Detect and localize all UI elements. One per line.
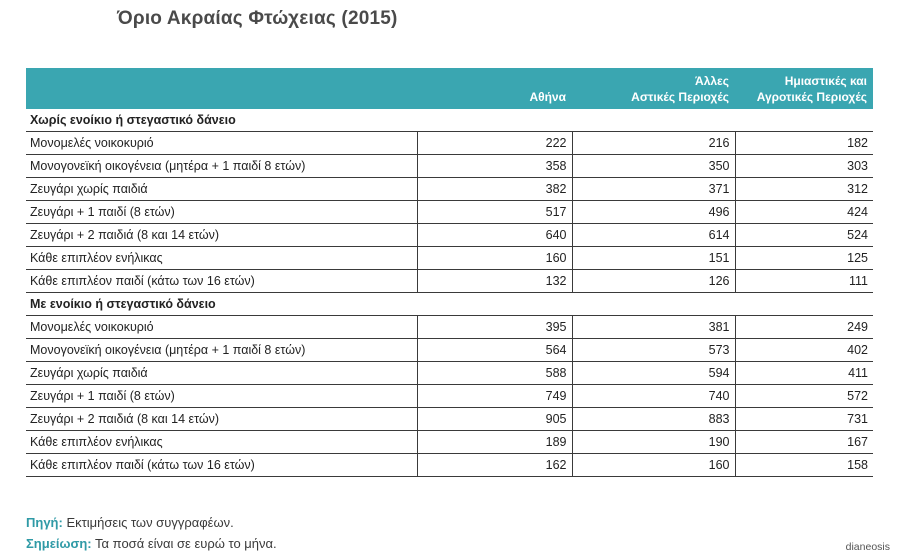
section-heading-row: Με ενοίκιο ή στεγαστικό δάνειο — [26, 292, 873, 316]
cell-urban: 573 — [572, 338, 736, 362]
cell-athens: 749 — [417, 384, 573, 408]
cell-athens: 160 — [417, 246, 573, 270]
header-urban: Άλλες Αστικές Περιοχές — [572, 68, 735, 109]
table-row: Κάθε επιπλέον παιδί (κάτω των 16 ετών) 16… — [26, 453, 873, 477]
source-key: Πηγή: — [26, 515, 63, 530]
page-title: Όριο Ακραίας Φτώχειας (2015) — [117, 8, 398, 29]
cell-urban: 216 — [572, 131, 736, 155]
cell-athens: 905 — [417, 407, 573, 431]
header-row: Αθήνα Άλλες Αστικές Περιοχές Ημιαστικές … — [26, 68, 873, 109]
cell-athens: 395 — [417, 315, 573, 339]
table-row: Κάθε επιπλέον παιδί (κάτω των 16 ετών) 13… — [26, 269, 873, 293]
header-rural: Ημιαστικές και Αγροτικές Περιοχές — [735, 68, 873, 109]
table-row: Κάθε επιπλέον ενήλικας 160 151 125 — [26, 246, 873, 270]
cell-rural: 312 — [735, 177, 873, 201]
poverty-table: Αθήνα Άλλες Αστικές Περιοχές Ημιαστικές … — [26, 68, 873, 477]
cell-urban: 371 — [572, 177, 736, 201]
table-row: Μονογονεϊκή οικογένεια (μητέρα + 1 παιδί… — [26, 154, 873, 178]
section-heading-row: Χωρίς ενοίκιο ή στεγαστικό δάνειο — [26, 109, 873, 132]
row-label: Μονογονεϊκή οικογένεια (μητέρα + 1 παιδί… — [26, 154, 418, 178]
row-label: Κάθε επιπλέον παιδί (κάτω των 16 ετών) — [26, 453, 418, 477]
row-label: Μονομελές νοικοκυριό — [26, 131, 418, 155]
cell-rural: 158 — [735, 453, 873, 477]
header-athens-line2: Αθήνα — [529, 90, 566, 104]
cell-athens: 358 — [417, 154, 573, 178]
cell-rural: 524 — [735, 223, 873, 247]
table-body: Χωρίς ενοίκιο ή στεγαστικό δάνειο Μονομελ… — [26, 109, 873, 477]
header-rural-line2: Αγροτικές Περιοχές — [756, 90, 867, 104]
row-label: Ζευγάρι + 2 παιδιά (8 και 14 ετών) — [26, 223, 418, 247]
footnotes: Πηγή: Εκτιμήσεις των συγγραφέων. Σημείωσ… — [26, 512, 277, 554]
cell-rural: 182 — [735, 131, 873, 155]
cell-athens: 564 — [417, 338, 573, 362]
cell-athens: 189 — [417, 430, 573, 454]
amount-note: Σημείωση: Τα ποσά είναι σε ευρώ το μήνα. — [26, 533, 277, 554]
section-heading: Χωρίς ενοίκιο ή στεγαστικό δάνειο — [26, 109, 873, 132]
table-row: Μονομελές νοικοκυριό 395 381 249 — [26, 315, 873, 339]
note-text: Τα ποσά είναι σε ευρώ το μήνα. — [95, 536, 277, 551]
cell-athens: 162 — [417, 453, 573, 477]
table-row: Ζευγάρι χωρίς παιδιά 382 371 312 — [26, 177, 873, 201]
cell-urban: 883 — [572, 407, 736, 431]
header-urban-line1: Άλλες — [695, 74, 729, 88]
header-label-col — [26, 68, 417, 109]
source-note: Πηγή: Εκτιμήσεις των συγγραφέων. — [26, 512, 277, 533]
cell-athens: 517 — [417, 200, 573, 224]
cell-athens: 640 — [417, 223, 573, 247]
table-row: Ζευγάρι + 2 παιδιά (8 και 14 ετών) 905 883… — [26, 407, 873, 431]
cell-rural: 411 — [735, 361, 873, 385]
row-label: Ζευγάρι χωρίς παιδιά — [26, 177, 418, 201]
row-label: Μονογονεϊκή οικογένεια (μητέρα + 1 παιδί… — [26, 338, 418, 362]
cell-urban: 126 — [572, 269, 736, 293]
row-label: Ζευγάρι + 2 παιδιά (8 και 14 ετών) — [26, 407, 418, 431]
table-row: Ζευγάρι χωρίς παιδιά 588 594 411 — [26, 361, 873, 385]
note-key: Σημείωση: — [26, 536, 92, 551]
cell-athens: 588 — [417, 361, 573, 385]
cell-rural: 111 — [735, 269, 873, 293]
watermark: dianeosis — [845, 541, 890, 553]
table-row: Ζευγάρι + 1 παιδί (8 ετών) 749 740 572 — [26, 384, 873, 408]
table-row: Μονογονεϊκή οικογένεια (μητέρα + 1 παιδί… — [26, 338, 873, 362]
cell-rural: 402 — [735, 338, 873, 362]
row-label: Ζευγάρι + 1 παιδί (8 ετών) — [26, 200, 418, 224]
cell-urban: 381 — [572, 315, 736, 339]
cell-rural: 167 — [735, 430, 873, 454]
row-label: Κάθε επιπλέον ενήλικας — [26, 430, 418, 454]
data-table: Αθήνα Άλλες Αστικές Περιοχές Ημιαστικές … — [26, 68, 873, 477]
table-row: Μονομελές νοικοκυριό 222 216 182 — [26, 131, 873, 155]
row-label: Ζευγάρι χωρίς παιδιά — [26, 361, 418, 385]
cell-rural: 572 — [735, 384, 873, 408]
cell-athens: 382 — [417, 177, 573, 201]
cell-rural: 424 — [735, 200, 873, 224]
cell-urban: 740 — [572, 384, 736, 408]
row-label: Κάθε επιπλέον παιδί (κάτω των 16 ετών) — [26, 269, 418, 293]
table-row: Κάθε επιπλέον ενήλικας 189 190 167 — [26, 430, 873, 454]
cell-urban: 160 — [572, 453, 736, 477]
cell-rural: 125 — [735, 246, 873, 270]
row-label: Κάθε επιπλέον ενήλικας — [26, 246, 418, 270]
cell-urban: 151 — [572, 246, 736, 270]
cell-urban: 496 — [572, 200, 736, 224]
row-label: Μονομελές νοικοκυριό — [26, 315, 418, 339]
table-row: Ζευγάρι + 2 παιδιά (8 και 14 ετών) 640 614… — [26, 223, 873, 247]
cell-rural: 303 — [735, 154, 873, 178]
header-urban-line2: Αστικές Περιοχές — [631, 90, 729, 104]
row-label: Ζευγάρι + 1 παιδί (8 ετών) — [26, 384, 418, 408]
cell-rural: 249 — [735, 315, 873, 339]
section-heading: Με ενοίκιο ή στεγαστικό δάνειο — [26, 292, 873, 316]
cell-urban: 350 — [572, 154, 736, 178]
cell-urban: 614 — [572, 223, 736, 247]
source-text: Εκτιμήσεις των συγγραφέων. — [66, 515, 234, 530]
cell-urban: 190 — [572, 430, 736, 454]
table-row: Ζευγάρι + 1 παιδί (8 ετών) 517 496 424 — [26, 200, 873, 224]
table-header: Αθήνα Άλλες Αστικές Περιοχές Ημιαστικές … — [26, 68, 873, 109]
cell-athens: 132 — [417, 269, 573, 293]
cell-urban: 594 — [572, 361, 736, 385]
header-rural-line1: Ημιαστικές και — [784, 74, 867, 88]
cell-rural: 731 — [735, 407, 873, 431]
cell-athens: 222 — [417, 131, 573, 155]
header-athens: Αθήνα — [417, 68, 572, 109]
